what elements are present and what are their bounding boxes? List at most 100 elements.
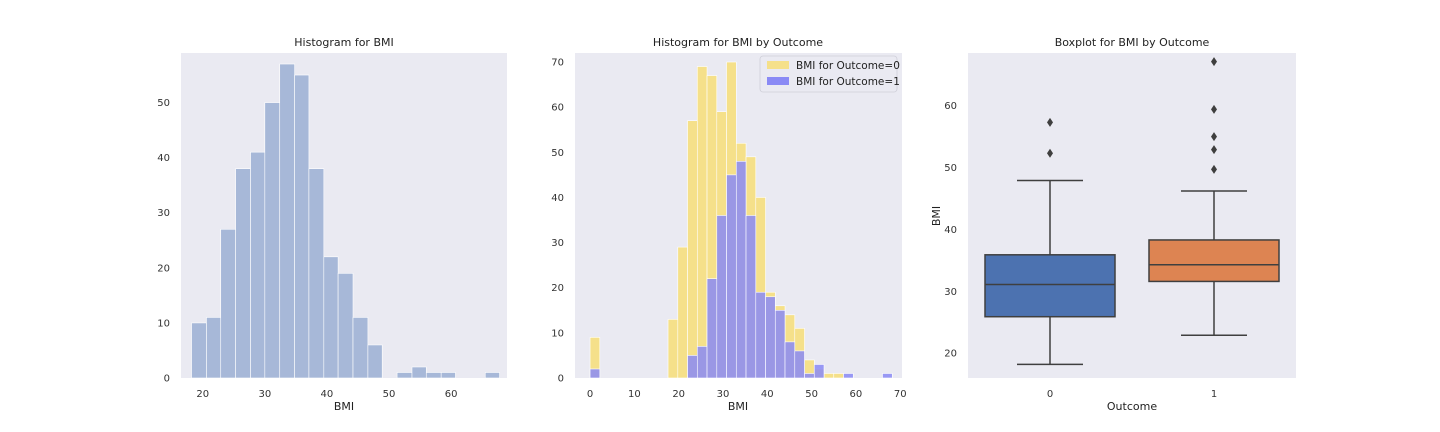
y-tick-2-10: 10	[551, 328, 564, 339]
y-tick-3-30: 30	[944, 287, 957, 298]
iqr-box	[1148, 239, 1280, 283]
y-tick-1-10: 10	[157, 318, 170, 329]
y-tick-2-40: 40	[551, 193, 564, 204]
histogram-bar-outcome-1	[735, 161, 747, 379]
boxplot-panel: Boxplot for BMI by Outcome Outcome BMI 0…	[930, 36, 1296, 413]
y-ticks-1: 0 10 20 30 40 50	[157, 98, 170, 384]
outlier-marker	[1211, 132, 1217, 142]
histogram-bars-outcome-1	[589, 161, 893, 379]
x-axis-label-1: BMI	[334, 400, 354, 413]
legend-label-outcome-0: BMI for Outcome=0	[796, 60, 900, 72]
y-tick-2-60: 60	[551, 103, 564, 114]
histogram-bmi-panel: Histogram for BMI BMI 20 30 40 50 60 0 10 20 30…	[157, 36, 507, 413]
x-ticks-2: 0 10 20 30 40 50 60 70	[587, 389, 907, 400]
chart-title-2: Histogram for BMI by Outcome	[653, 36, 823, 49]
x-tick-1-20: 20	[196, 389, 209, 400]
histogram-bar	[191, 322, 207, 379]
histogram-bar	[425, 372, 442, 379]
histogram-bar	[396, 372, 413, 379]
x-tick-2-0: 0	[587, 389, 593, 400]
y-tick-3-40: 40	[944, 225, 957, 236]
y-ticks-2: 0 10 20 30 40 50 60 70	[551, 58, 564, 385]
plot-area-3	[968, 53, 1296, 378]
histogram-bar	[440, 372, 456, 379]
histogram-bar-outcome-0	[833, 373, 844, 379]
x-axis-label-2: BMI	[728, 400, 748, 413]
y-tick-2-20: 20	[551, 283, 564, 294]
histogram-bar	[367, 344, 383, 379]
x-tick-2-70: 70	[894, 389, 907, 400]
histogram-bar-outcome-1	[726, 174, 737, 379]
y-tick-1-30: 30	[157, 208, 170, 219]
histogram-bar-outcome-1	[696, 346, 708, 379]
histogram-bar-outcome-1	[882, 373, 893, 379]
histogram-bar-outcome-1	[784, 341, 796, 379]
x-tick-1-60: 60	[445, 389, 458, 400]
histogram-bar-outcome-1	[589, 368, 601, 379]
histogram-bar	[264, 102, 281, 379]
histogram-bar-outcome-1	[755, 291, 766, 379]
histogram-bar-outcome-1	[706, 278, 718, 379]
histogram-bar-outcome-0	[667, 319, 679, 379]
histogram-bar-outcome-1	[804, 373, 815, 379]
y-tick-1-50: 50	[157, 98, 170, 109]
histogram-bar	[352, 317, 369, 379]
histogram-bar-outcome-0	[823, 373, 835, 379]
histogram-bar-outcome-0	[696, 66, 708, 379]
x-ticks-1: 20 30 40 50 60	[196, 389, 457, 400]
box-outcome-0	[984, 117, 1116, 366]
outlier-marker	[1211, 104, 1217, 114]
histogram-bar	[220, 228, 236, 379]
outlier-marker	[1047, 117, 1053, 127]
histogram-bar	[337, 273, 354, 379]
outlier-marker	[1047, 148, 1053, 158]
histogram-bar-outcome-1	[745, 215, 757, 379]
histogram-bar-outcome-1	[774, 309, 786, 379]
histogram-bar-outcome-1	[843, 373, 854, 379]
legend-swatch-outcome-1	[767, 77, 789, 85]
chart-title-3: Boxplot for BMI by Outcome	[1055, 36, 1210, 49]
histogram-bar	[250, 151, 266, 379]
x-tick-2-40: 40	[761, 389, 774, 400]
x-tick-2-10: 10	[628, 389, 641, 400]
chart-title-1: Histogram for BMI	[294, 36, 393, 49]
y-tick-3-20: 20	[944, 349, 957, 360]
outlier-marker	[1211, 57, 1217, 67]
y-tick-3-50: 50	[944, 163, 957, 174]
histogram-bar	[279, 63, 295, 379]
y-tick-1-20: 20	[157, 263, 170, 274]
histogram-bmi-by-outcome-panel: Histogram for BMI by Outcome BMI 0 10 20 30…	[551, 36, 906, 413]
outlier-marker	[1211, 145, 1217, 155]
histogram-bar	[294, 74, 310, 379]
legend-box	[759, 55, 898, 93]
x-axis-label-3: Outcome	[1107, 400, 1157, 413]
histogram-bar	[484, 372, 500, 379]
histogram-bar	[235, 168, 251, 379]
histogram-bars	[191, 63, 500, 379]
legend-label-outcome-1: BMI for Outcome=1	[796, 76, 900, 88]
x-tick-2-50: 50	[805, 389, 818, 400]
y-tick-1-40: 40	[157, 153, 170, 164]
y-tick-2-50: 50	[551, 148, 564, 159]
histogram-bar	[411, 366, 427, 379]
y-tick-1-0: 0	[164, 374, 170, 385]
x-tick-3-0: 0	[1047, 389, 1053, 400]
x-tick-1-50: 50	[383, 389, 396, 400]
x-tick-2-30: 30	[717, 389, 730, 400]
histogram-bar-outcome-1	[716, 215, 727, 379]
histogram-bar-outcome-1	[813, 364, 825, 379]
histogram-bar	[323, 256, 339, 379]
y-ticks-3: 20 30 40 50 60	[944, 101, 957, 360]
y-tick-3-60: 60	[944, 101, 957, 112]
histogram-bar-outcome-1	[765, 296, 776, 379]
legend-swatch-outcome-0	[767, 61, 789, 69]
iqr-box	[984, 254, 1116, 318]
histogram-bar-outcome-1	[794, 350, 805, 379]
y-tick-2-70: 70	[551, 58, 564, 69]
y-tick-2-0: 0	[558, 374, 564, 385]
outlier-marker	[1211, 164, 1217, 174]
x-tick-3-1: 1	[1211, 389, 1217, 400]
x-tick-1-30: 30	[258, 389, 271, 400]
